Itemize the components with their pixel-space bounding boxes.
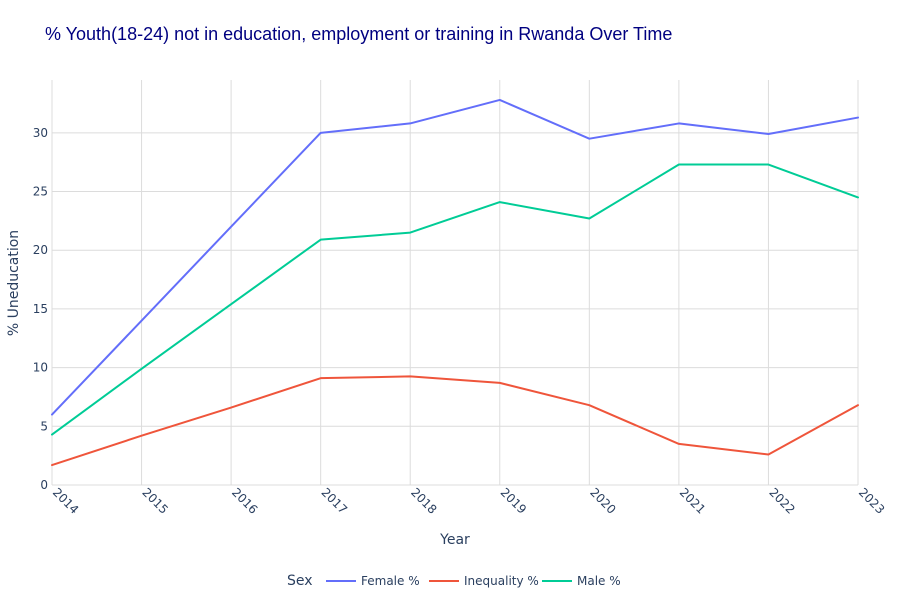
legend-item: Inequality % bbox=[429, 574, 539, 588]
y-tick-label: 5 bbox=[40, 419, 48, 433]
legend-title: Sex bbox=[287, 573, 313, 589]
x-axis-title: Year bbox=[439, 532, 470, 548]
y-axis-title: % Uneducation bbox=[6, 230, 22, 336]
x-tick-label: 2021 bbox=[677, 485, 708, 516]
x-tick-label: 2018 bbox=[408, 485, 439, 516]
y-gridlines bbox=[52, 132, 858, 486]
x-tick-label: 2020 bbox=[587, 485, 618, 516]
legend-item: Female % bbox=[326, 574, 420, 588]
x-tick-label: 2016 bbox=[229, 485, 260, 516]
chart-title: % Youth(18-24) not in education, employm… bbox=[45, 24, 672, 44]
y-tick-label: 25 bbox=[33, 185, 48, 199]
y-tick-label: 0 bbox=[40, 478, 48, 492]
series-line-inequality bbox=[51, 375, 859, 467]
legend-label: Female % bbox=[361, 574, 420, 588]
legend: Sex Female % Inequality % Male % bbox=[287, 573, 621, 589]
x-tick-label: 2019 bbox=[498, 485, 529, 516]
series-layer bbox=[51, 98, 859, 467]
x-tick-label: 2023 bbox=[856, 485, 887, 516]
x-tick-label: 2022 bbox=[766, 485, 797, 516]
y-axis-ticks: 0 5 10 15 20 25 30 bbox=[33, 126, 48, 492]
y-tick-label: 30 bbox=[33, 126, 48, 140]
series-line-female bbox=[51, 98, 859, 416]
legend-label: Male % bbox=[577, 574, 621, 588]
x-tick-label: 2015 bbox=[139, 485, 170, 516]
y-tick-label: 10 bbox=[33, 361, 48, 375]
x-tick-label: 2014 bbox=[50, 485, 81, 516]
x-tick-label: 2017 bbox=[319, 485, 350, 516]
legend-item: Male % bbox=[542, 574, 621, 588]
y-tick-label: 20 bbox=[33, 243, 48, 257]
y-tick-label: 15 bbox=[33, 302, 48, 316]
legend-label: Inequality % bbox=[464, 574, 539, 588]
x-gridlines bbox=[51, 80, 859, 485]
x-axis-ticks: 2014 2015 2016 2017 2018 2019 2020 2021 2022 2023 bbox=[50, 485, 887, 516]
series-line-male bbox=[51, 163, 859, 436]
